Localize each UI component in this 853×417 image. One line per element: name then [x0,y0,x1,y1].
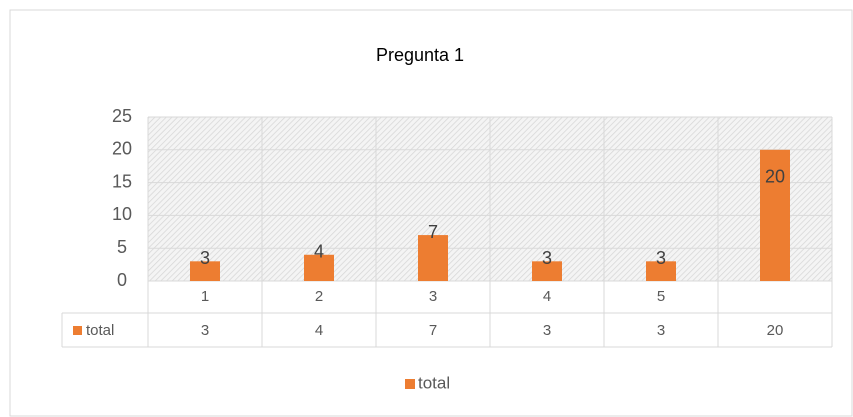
data-label: 20 [765,167,785,187]
table-value: 20 [767,322,784,339]
bar [760,149,790,281]
bar [532,261,562,281]
table-value: 3 [657,322,665,339]
data-label: 7 [428,222,438,242]
y-tick-label: 0 [117,270,127,290]
data-label: 3 [656,248,666,268]
bar [304,254,334,281]
y-tick-label: 15 [112,171,132,191]
x-tick-label: 3 [429,288,437,305]
table-row-header: total [86,322,114,339]
y-tick-label: 10 [112,204,132,224]
y-tick-label: 25 [112,106,132,126]
bar [646,261,676,281]
table-value: 4 [315,322,323,339]
x-tick-label: 5 [657,288,665,305]
table-value: 3 [543,322,551,339]
x-tick-label: 4 [543,288,551,305]
chart-title: Pregunta 1 [376,45,464,65]
legend-key [405,379,415,389]
data-label: 3 [200,248,210,268]
table-value: 3 [201,322,209,339]
table-legend-key [73,326,82,335]
bar [418,235,448,281]
table-value: 7 [429,322,437,339]
y-tick-label: 5 [117,237,127,257]
data-label: 4 [314,242,324,262]
data-label: 3 [542,248,552,268]
y-tick-label: 20 [112,139,132,159]
legend-label: total [418,373,450,392]
bar [190,261,220,281]
x-tick-label: 2 [315,288,323,305]
x-tick-label: 1 [201,288,209,305]
